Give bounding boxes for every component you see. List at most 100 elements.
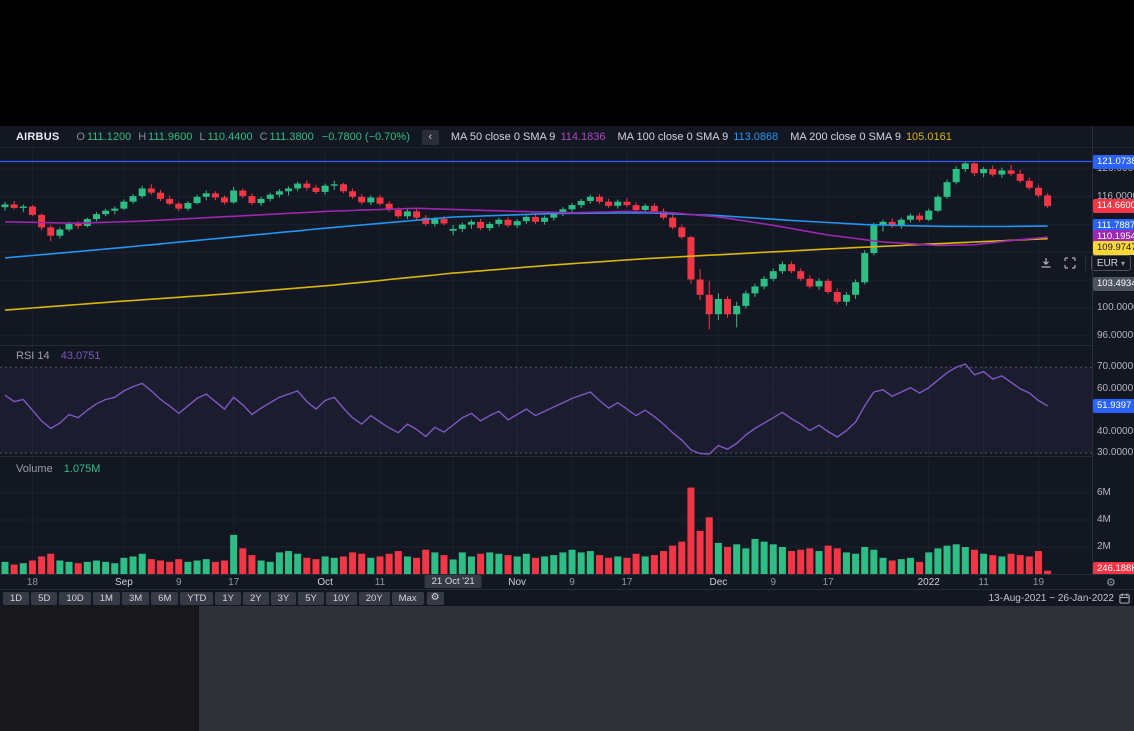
ma-legend-2[interactable]: MA 200 close 0 SMA 9 105.0161 xyxy=(790,131,952,143)
time-tick: Sep xyxy=(114,577,133,588)
crosshair-date-label: 21 Oct '21 xyxy=(424,575,482,588)
volume-bar xyxy=(486,552,494,574)
close-value: 111.3800 xyxy=(269,131,314,143)
candle-body xyxy=(751,286,759,294)
time-tick: 9 xyxy=(569,577,575,588)
collapse-indicators-button[interactable]: ‹ xyxy=(421,129,439,145)
volume-bar xyxy=(888,560,896,574)
volume-bar xyxy=(28,560,36,574)
volume-bar xyxy=(641,556,649,574)
range-button-6m[interactable]: 6M xyxy=(151,591,179,605)
volume-bar xyxy=(477,553,485,574)
volume-title: Volume xyxy=(16,463,53,475)
candle-body xyxy=(1007,170,1015,174)
volume-bar xyxy=(669,545,677,574)
candle-body xyxy=(522,216,530,222)
download-button[interactable] xyxy=(1034,254,1058,272)
volume-bar xyxy=(65,561,73,574)
candle-body xyxy=(742,293,750,306)
range-button-5y[interactable]: 5Y xyxy=(298,591,324,605)
volume-bar xyxy=(842,552,850,574)
candle-body xyxy=(467,221,475,225)
candle-body xyxy=(531,216,539,222)
ma-legend-1[interactable]: MA 100 close 0 SMA 9 113.0868 xyxy=(618,131,779,143)
range-button-1d[interactable]: 1D xyxy=(3,591,30,605)
range-button-5d[interactable]: 5D xyxy=(31,591,58,605)
rsi-legend[interactable]: RSI 14 43.0751 xyxy=(16,350,100,362)
header-bottom-divider xyxy=(0,147,1134,148)
range-button-1y[interactable]: 1Y xyxy=(215,591,241,605)
candle-body xyxy=(824,280,832,293)
rsi-value: 43.0751 xyxy=(60,350,101,362)
candle-body xyxy=(541,217,549,222)
range-button-10y[interactable]: 10Y xyxy=(325,591,357,605)
fullscreen-button[interactable] xyxy=(1058,254,1082,272)
candle-body xyxy=(861,253,869,283)
date-range-text: 13-Aug-2021 ~ 26-Jan-2022 xyxy=(988,592,1114,604)
range-button-10d[interactable]: 10D xyxy=(59,591,91,605)
volume-bar xyxy=(467,556,475,574)
volume-bar xyxy=(961,547,969,574)
time-tick: Nov xyxy=(508,577,527,588)
volume-bar xyxy=(934,548,942,574)
candle-body xyxy=(970,163,978,174)
time-tick: 11 xyxy=(978,577,989,588)
volume-bar xyxy=(742,548,750,574)
volume-bar xyxy=(678,541,686,574)
range-button-3m[interactable]: 3M xyxy=(121,591,150,605)
time-axis[interactable]: ⚙ 18 Sep 9 17 Oct 11 21 Oct '21 Nov 9 17 Dec 9 17 202… xyxy=(0,574,1134,590)
candle-body xyxy=(477,221,485,229)
range-button-max[interactable]: Max xyxy=(391,591,424,605)
volume-bar xyxy=(193,560,201,574)
range-button-1m[interactable]: 1M xyxy=(92,591,120,605)
low-label: L xyxy=(199,131,206,143)
ma-legend-0[interactable]: MA 50 close 0 SMA 9 114.1836 xyxy=(451,131,606,143)
candle-body xyxy=(852,282,860,295)
volume-bar xyxy=(221,560,229,574)
volume-bar xyxy=(687,487,695,574)
candle-body xyxy=(65,223,73,230)
candle-body xyxy=(879,221,887,226)
symbol-title[interactable]: AIRBUS xyxy=(16,131,60,143)
volume-bar xyxy=(19,563,27,574)
volume-bar xyxy=(696,530,704,574)
range-button-2y[interactable]: 2Y xyxy=(242,591,269,605)
range-button-ytd[interactable]: YTD xyxy=(180,591,214,605)
volume-bar xyxy=(239,548,247,574)
range-button-3y[interactable]: 3Y xyxy=(270,591,297,605)
currency-selector[interactable]: EUR ▾ xyxy=(1090,255,1131,271)
candle-body xyxy=(385,203,393,211)
toolbar-settings-gear-icon[interactable]: ⚙ xyxy=(426,591,444,605)
candle-body xyxy=(513,221,521,226)
candle-body xyxy=(147,188,155,193)
ma-legend-value: 105.0161 xyxy=(905,131,952,143)
volume-bar xyxy=(312,559,320,574)
volume-bar xyxy=(531,557,539,574)
candle-body xyxy=(1025,180,1033,188)
candle-body xyxy=(321,185,329,192)
price-rsi-volume-chart[interactable] xyxy=(0,148,1092,574)
ma-100-line xyxy=(4,212,1048,259)
range-button-20y[interactable]: 20Y xyxy=(358,591,390,605)
volume-bar xyxy=(833,548,841,574)
time-axis-settings-gear-icon[interactable]: ⚙ xyxy=(1106,577,1116,589)
volume-bar xyxy=(92,560,100,574)
rsi-title: RSI 14 xyxy=(16,350,50,362)
volume-bar xyxy=(184,561,192,574)
range-button-group: 1D 5D 10D 1M 3M 6M YTD 1Y 2Y 3Y 5Y 10Y 20Y Max xyxy=(3,591,426,605)
time-tick: Dec xyxy=(709,577,728,588)
candle-body xyxy=(559,209,567,214)
volume-bar xyxy=(330,557,338,574)
volume-bar xyxy=(559,552,567,574)
symbol-legend: AIRBUS O 111.1200 H 111.9600 L 110.4400 … xyxy=(0,129,952,145)
volume-legend[interactable]: Volume 1.075M xyxy=(16,463,100,475)
volume-bar xyxy=(769,544,777,574)
candle-body xyxy=(248,196,256,204)
ma-50-line xyxy=(4,207,1048,247)
candle-body xyxy=(1034,187,1042,196)
chevron-down-icon: ▾ xyxy=(1120,258,1125,268)
candle-body xyxy=(605,201,613,206)
candle-body xyxy=(120,201,128,209)
candle-body xyxy=(577,200,585,206)
date-range-control[interactable]: 13-Aug-2021 ~ 26-Jan-2022 xyxy=(989,593,1130,604)
